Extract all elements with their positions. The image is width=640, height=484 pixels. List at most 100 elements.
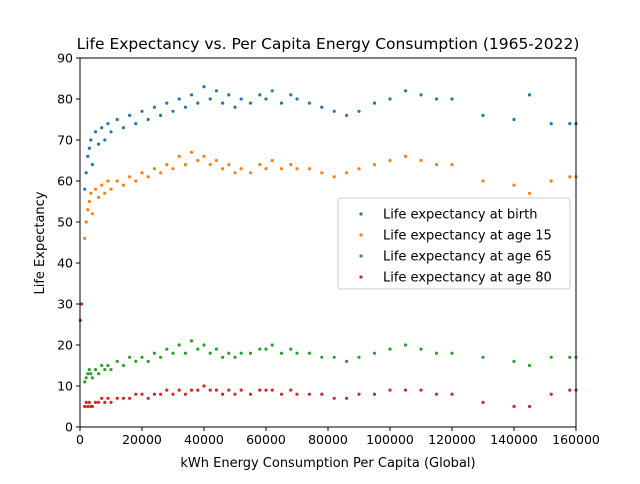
data-point-series-2 [357, 167, 361, 171]
data-point-series-4 [128, 396, 132, 400]
data-point-series-4 [177, 388, 181, 392]
data-point-series-4 [84, 400, 88, 404]
data-point-series-4 [159, 392, 163, 396]
data-point-series-4 [289, 388, 293, 392]
data-point-series-2 [289, 163, 293, 167]
data-point-series-2 [152, 167, 156, 171]
data-point-series-3 [450, 351, 454, 355]
data-point-series-1 [481, 113, 485, 117]
data-point-series-4 [388, 388, 392, 392]
data-point-series-1 [239, 97, 243, 101]
data-point-series-2 [202, 154, 206, 158]
x-tick-label: 140000 [490, 432, 538, 447]
data-point-series-1 [403, 89, 408, 93]
data-point-series-3 [87, 368, 91, 372]
data-point-series-3 [90, 376, 94, 380]
data-point-series-3 [208, 351, 212, 355]
data-point-series-3 [332, 355, 336, 359]
data-point-series-2 [527, 191, 532, 195]
data-point-series-3 [165, 347, 169, 351]
data-point-series-4 [320, 392, 324, 396]
data-point-series-2 [227, 163, 231, 167]
data-point-series-3 [307, 351, 311, 355]
x-tick-label: 60000 [246, 432, 286, 447]
data-point-series-2 [109, 187, 113, 191]
data-point-series-1 [86, 154, 90, 158]
data-point-series-1 [527, 93, 532, 97]
data-point-series-2 [100, 183, 104, 187]
data-point-series-1 [258, 93, 262, 97]
data-point-series-3 [183, 351, 187, 355]
data-point-series-1 [270, 89, 274, 93]
data-point-series-2 [233, 171, 237, 175]
data-point-series-2 [177, 154, 181, 158]
y-tick-label: 70 [57, 133, 73, 148]
data-point-series-3 [128, 355, 132, 359]
x-tick-label: 80000 [308, 432, 348, 447]
data-point-series-4 [79, 302, 84, 306]
data-point-series-4 [434, 392, 439, 396]
data-point-series-1 [103, 138, 107, 142]
data-point-series-3 [279, 351, 284, 355]
data-point-series-2 [140, 171, 144, 175]
y-tick-label: 20 [57, 338, 73, 353]
data-point-series-4 [357, 392, 361, 396]
data-point-series-2 [248, 171, 253, 175]
y-axis-label: Life Expectancy [33, 191, 48, 294]
data-point-series-2 [171, 167, 175, 171]
data-point-series-2 [419, 158, 423, 163]
data-point-series-4 [171, 392, 175, 396]
data-point-series-1 [93, 130, 98, 134]
data-point-series-4 [264, 388, 268, 392]
data-point-series-3 [93, 368, 98, 372]
data-point-series-4 [165, 388, 169, 392]
legend-marker-series-4 [359, 275, 363, 279]
data-point-series-1 [115, 117, 119, 122]
data-point-series-4 [196, 388, 200, 392]
data-point-series-1 [512, 117, 516, 122]
data-point-series-1 [90, 163, 94, 167]
data-point-series-1 [549, 122, 553, 126]
data-point-series-1 [264, 97, 268, 101]
data-point-series-1 [388, 97, 392, 101]
data-point-series-2 [208, 163, 212, 167]
data-point-series-3 [270, 343, 274, 347]
y-tick-label: 40 [57, 256, 73, 271]
data-point-series-2 [549, 179, 553, 183]
data-point-series-3 [171, 351, 175, 355]
data-point-series-2 [270, 158, 274, 163]
data-point-series-1 [165, 101, 169, 105]
data-point-series-1 [140, 109, 144, 113]
y-tick-label: 30 [57, 297, 73, 312]
data-point-series-4 [121, 396, 125, 400]
data-point-series-2 [512, 183, 516, 187]
data-point-series-2 [279, 167, 284, 171]
y-tick-label: 60 [57, 174, 73, 189]
data-point-series-2 [159, 171, 163, 175]
x-axis-label: kWh Energy Consumption Per Capita (Globa… [180, 456, 475, 471]
data-point-series-4 [93, 400, 98, 404]
x-tick-label: 120000 [428, 432, 476, 447]
data-point-series-4 [86, 404, 90, 409]
data-point-series-4 [345, 396, 349, 400]
data-point-series-3 [388, 347, 392, 351]
data-point-series-3 [86, 372, 90, 376]
data-point-series-1 [434, 97, 439, 101]
data-point-series-4 [227, 388, 231, 392]
data-point-series-4 [190, 388, 194, 392]
data-point-series-3 [115, 359, 119, 363]
data-point-series-1 [227, 93, 231, 97]
data-point-series-2 [450, 163, 454, 167]
data-point-series-1 [177, 97, 181, 101]
data-point-series-1 [171, 109, 175, 113]
data-point-series-1 [372, 101, 377, 105]
data-point-series-4 [83, 404, 87, 409]
data-point-series-1 [89, 138, 93, 142]
data-point-series-4 [549, 392, 553, 396]
data-point-series-4 [90, 404, 94, 409]
data-point-series-2 [258, 163, 262, 167]
data-point-series-4 [295, 392, 299, 396]
data-point-series-1 [357, 109, 361, 113]
data-point-series-1 [320, 105, 324, 109]
